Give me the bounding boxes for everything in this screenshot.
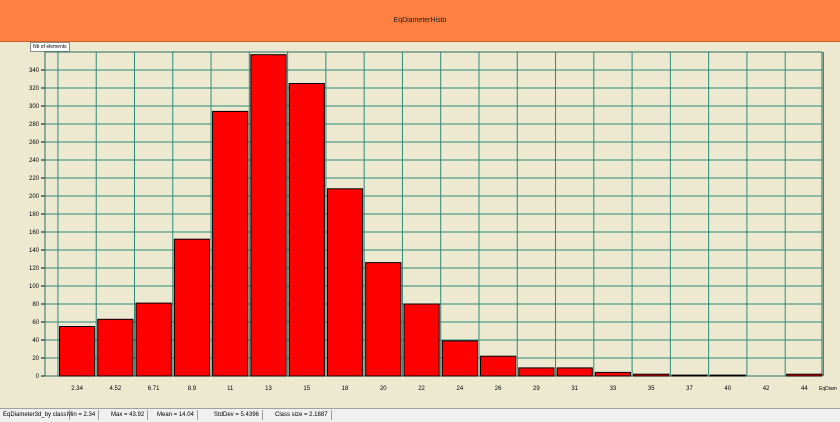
y-tick-label: 160 (29, 230, 40, 236)
histogram-bar (365, 262, 402, 377)
x-tick-label: 42 (763, 386, 770, 392)
x-tick-label: 2.34 (71, 386, 83, 392)
x-tick-label: 35 (648, 386, 655, 392)
histogram-bar (709, 374, 746, 377)
x-tick-label: 26 (495, 386, 502, 392)
x-tick-label: 37 (686, 386, 693, 392)
x-tick-label: 8.9 (188, 386, 197, 392)
x-tick-label: 31 (571, 386, 578, 392)
plot-area: Nb of elements 0 20 40 60 80 100 120 140 160 180 2… (0, 42, 840, 408)
histogram-bar (403, 303, 440, 377)
x-tick-label: 11 (227, 386, 234, 392)
y-tick-label: 0 (36, 374, 40, 380)
status-min: Min = 2.34 (64, 410, 100, 420)
x-tick-label: 44 (801, 386, 808, 392)
x-tick-label: 4.52 (110, 386, 122, 392)
histogram-bar (786, 373, 823, 377)
y-tick-label: 60 (32, 320, 39, 326)
histogram-bar (671, 374, 708, 377)
x-tick-label: 18 (342, 386, 349, 392)
x-tick-label: 15 (303, 386, 310, 392)
x-tick-label: 40 (724, 386, 731, 392)
y-tick-label: 20 (32, 356, 39, 362)
histogram-bar (97, 318, 134, 377)
histogram-bar (173, 238, 211, 377)
y-tick-label: 80 (32, 302, 39, 308)
y-tick-label: 40 (32, 338, 39, 344)
histogram-bar (441, 340, 478, 377)
histogram-bar (556, 367, 593, 377)
y-tick-label: 200 (29, 194, 40, 200)
y-tick-label: 140 (29, 248, 40, 254)
y-tick-label: 280 (29, 122, 40, 128)
chart-title: EqDiameterHisto (393, 17, 447, 24)
x-tick-label: 33 (610, 386, 617, 392)
y-tick-label: 120 (29, 266, 40, 272)
x-tick-label: 22 (418, 386, 425, 392)
histogram-bar (250, 54, 287, 377)
title-bar: EqDiameterHisto (0, 0, 840, 42)
status-max: Max = 43.92 (108, 410, 149, 420)
histogram-chart: 0 20 40 60 80 100 120 140 160 180 200 220 240 260 280 3… (29, 51, 837, 392)
x-tick-label: 13 (265, 386, 272, 392)
histogram-bar (633, 373, 670, 377)
histogram-bar (58, 326, 96, 377)
x-tick-label: 29 (533, 386, 540, 392)
status-mean: Mean = 14.04 (154, 410, 198, 420)
status-class-size: Class size = 2.1887 (272, 410, 332, 420)
y-tick-label: 300 (29, 104, 40, 110)
y-tick-label: 260 (29, 140, 40, 146)
histogram-bar (326, 188, 364, 377)
y-tick-label: 340 (29, 68, 40, 74)
status-bar: EqDiameter3d_by class Min = 2.34 Max = 4… (0, 408, 840, 422)
x-tick-label: 24 (457, 386, 464, 392)
histogram-bar (212, 110, 249, 377)
y-tick-label: 220 (29, 176, 40, 182)
y-tick-label: 240 (29, 158, 40, 164)
x-tick-label: 20 (380, 386, 387, 392)
x-axis-label: EqDiam (819, 386, 837, 392)
status-variable-name: EqDiameter3d_by class (0, 410, 71, 420)
histogram-bar (480, 355, 517, 377)
y-tick-label: 320 (29, 86, 40, 92)
histogram-bar (288, 83, 325, 377)
histogram-bar (518, 367, 555, 377)
status-stddev: StdDev = 5.4396 (211, 410, 263, 420)
histogram-bar (594, 371, 632, 377)
y-tick-label: 100 (29, 284, 40, 290)
histogram-bar (135, 302, 172, 377)
x-tick-label: 6.71 (148, 386, 160, 392)
y-tick-label: 180 (29, 212, 40, 218)
